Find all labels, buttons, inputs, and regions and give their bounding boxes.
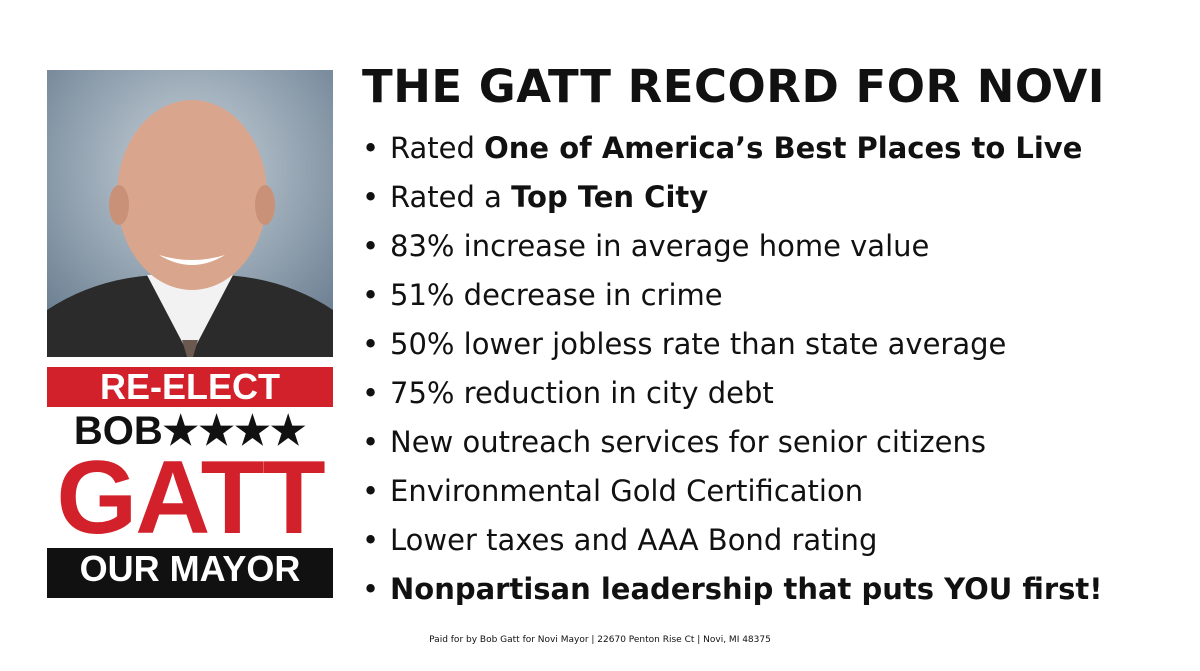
- logo-stars: ★★★★: [162, 409, 307, 453]
- logo-name: BOB: [73, 409, 163, 453]
- candidate-photo: [47, 70, 333, 357]
- disclaimer: Paid for by Bob Gatt for Novi Mayor | 22…: [429, 635, 771, 645]
- record-item: 50% lower jobless rate than state averag…: [362, 324, 1103, 373]
- item-text: New outreach services for senior citizen…: [390, 425, 986, 459]
- item-text: Lower taxes and AAA Bond rating: [390, 523, 878, 557]
- item-text: Rated: [390, 131, 485, 165]
- logo-bob: BOB★★★★: [47, 410, 333, 452]
- bold-text: One of America’s Best Places to Live: [484, 131, 1083, 165]
- logo-our-mayor: OUR MAYOR: [47, 548, 333, 598]
- item-text: 83% increase in average home value: [390, 229, 930, 263]
- record-list: Rated One of America’s Best Places to Li…: [362, 128, 1103, 618]
- item-text: 75% reduction in city debt: [390, 376, 774, 410]
- bold-text: Nonpartisan leadership that puts YOU fir…: [390, 572, 1103, 606]
- record-item: Lower taxes and AAA Bond rating: [362, 520, 1103, 569]
- item-text: 51% decrease in crime: [390, 278, 723, 312]
- record-title: THE GATT RECORD FOR NOVI: [362, 60, 1106, 113]
- record-item: Nonpartisan leadership that puts YOU fir…: [362, 569, 1103, 618]
- item-text: Rated a: [390, 180, 512, 214]
- record-item: Rated One of America’s Best Places to Li…: [362, 128, 1103, 177]
- record-item: 51% decrease in crime: [362, 275, 1103, 324]
- logo-reelect: RE-ELECT: [47, 367, 333, 407]
- item-text: 50% lower jobless rate than state averag…: [390, 327, 1007, 361]
- record-item: Rated a Top Ten City: [362, 177, 1103, 226]
- record-item: 83% increase in average home value: [362, 226, 1103, 275]
- record-item: New outreach services for senior citizen…: [362, 422, 1103, 471]
- logo-gatt: GATT: [56, 440, 325, 556]
- bold-text: Top Ten City: [511, 180, 709, 214]
- item-text: Environmental Gold Certification: [390, 474, 864, 508]
- record-item: Environmental Gold Certification: [362, 471, 1103, 520]
- record-item: 75% reduction in city debt: [362, 373, 1103, 422]
